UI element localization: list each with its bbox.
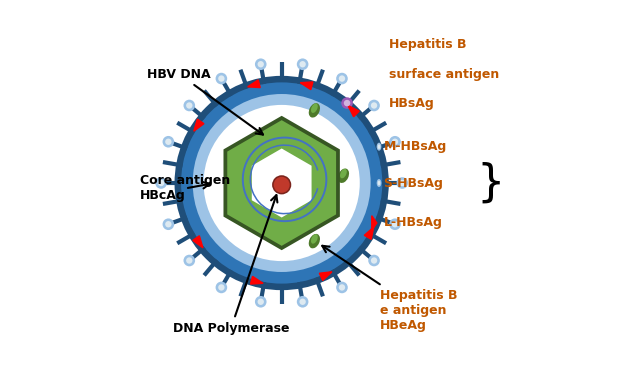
Ellipse shape xyxy=(163,136,174,147)
Ellipse shape xyxy=(184,255,195,266)
Text: S-HBsAg: S-HBsAg xyxy=(384,176,443,190)
Polygon shape xyxy=(372,216,377,230)
Ellipse shape xyxy=(396,177,408,189)
Ellipse shape xyxy=(399,180,406,186)
Polygon shape xyxy=(193,236,203,248)
Ellipse shape xyxy=(186,257,193,264)
Ellipse shape xyxy=(340,169,347,178)
Ellipse shape xyxy=(216,73,227,85)
Text: Core antigen
HBcAg: Core antigen HBcAg xyxy=(140,175,230,202)
Polygon shape xyxy=(300,82,313,90)
Ellipse shape xyxy=(338,168,349,183)
Ellipse shape xyxy=(163,219,174,230)
Ellipse shape xyxy=(389,219,401,230)
Ellipse shape xyxy=(193,94,371,272)
Ellipse shape xyxy=(165,221,172,227)
Text: Hepatitis B: Hepatitis B xyxy=(389,38,466,52)
Text: }: } xyxy=(476,161,505,205)
Ellipse shape xyxy=(255,296,266,307)
Text: HBV DNA: HBV DNA xyxy=(148,68,263,135)
Polygon shape xyxy=(194,119,204,131)
Ellipse shape xyxy=(174,76,389,290)
Ellipse shape xyxy=(158,180,164,186)
Polygon shape xyxy=(319,272,332,280)
Polygon shape xyxy=(223,116,340,250)
Text: L-HBsAg: L-HBsAg xyxy=(384,216,442,229)
Ellipse shape xyxy=(336,281,348,293)
Ellipse shape xyxy=(255,59,266,70)
Polygon shape xyxy=(348,105,359,117)
Ellipse shape xyxy=(258,61,264,67)
Ellipse shape xyxy=(311,104,318,113)
Ellipse shape xyxy=(155,177,167,189)
Ellipse shape xyxy=(300,61,306,67)
Text: surface antigen: surface antigen xyxy=(389,68,499,81)
Ellipse shape xyxy=(392,221,398,227)
Ellipse shape xyxy=(308,103,320,117)
Ellipse shape xyxy=(371,257,377,264)
Polygon shape xyxy=(364,227,374,239)
Ellipse shape xyxy=(392,139,398,145)
Ellipse shape xyxy=(300,299,306,305)
Polygon shape xyxy=(251,276,263,284)
Polygon shape xyxy=(247,80,260,87)
Text: Hepatitis B
e antigen
HBeAg: Hepatitis B e antigen HBeAg xyxy=(322,246,457,332)
Ellipse shape xyxy=(258,299,264,305)
Ellipse shape xyxy=(204,105,360,261)
Ellipse shape xyxy=(378,181,380,185)
Ellipse shape xyxy=(186,102,193,109)
Ellipse shape xyxy=(368,100,380,111)
Ellipse shape xyxy=(273,177,289,193)
Ellipse shape xyxy=(371,102,377,109)
Ellipse shape xyxy=(311,234,318,244)
Ellipse shape xyxy=(297,296,308,307)
Ellipse shape xyxy=(344,100,350,107)
Ellipse shape xyxy=(218,284,225,291)
Ellipse shape xyxy=(181,82,382,284)
Ellipse shape xyxy=(377,179,382,187)
Ellipse shape xyxy=(339,284,345,291)
Ellipse shape xyxy=(378,144,380,149)
Text: HBsAg: HBsAg xyxy=(389,97,434,109)
Ellipse shape xyxy=(336,73,348,85)
Ellipse shape xyxy=(184,100,195,111)
Ellipse shape xyxy=(165,139,172,145)
Ellipse shape xyxy=(297,59,308,70)
Ellipse shape xyxy=(339,75,345,82)
Polygon shape xyxy=(227,120,336,246)
Ellipse shape xyxy=(389,136,401,147)
Text: M-HBsAg: M-HBsAg xyxy=(384,140,446,153)
Ellipse shape xyxy=(308,234,320,249)
Ellipse shape xyxy=(342,97,353,109)
Ellipse shape xyxy=(218,75,225,82)
Ellipse shape xyxy=(368,255,380,266)
Text: DNA Polymerase: DNA Polymerase xyxy=(173,195,289,335)
Ellipse shape xyxy=(272,175,291,194)
Polygon shape xyxy=(252,149,312,217)
Ellipse shape xyxy=(216,281,227,293)
Ellipse shape xyxy=(377,143,382,151)
